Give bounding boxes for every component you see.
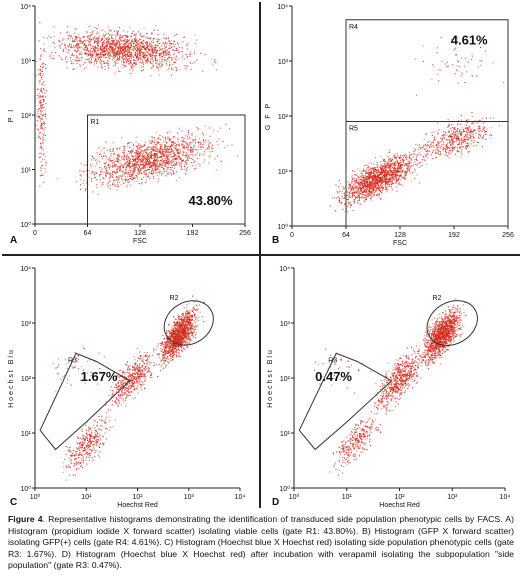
scatter-dots: [313, 298, 467, 476]
x-tick-label: 64: [84, 230, 92, 237]
y-axis-label: P I: [8, 108, 15, 122]
percentage-label: 1.67%: [81, 369, 118, 384]
x-axis-label: FSC: [393, 240, 407, 247]
x-tick-label: 192: [187, 230, 199, 237]
gate-r5: [345, 121, 509, 227]
panel-c: 10⁰ 10¹ 10² 10³ 10⁴ 10⁰ 10¹ 10² 10³ 10⁴ Hoechst Re…: [8, 266, 245, 509]
gate-r2: [426, 300, 478, 346]
percentage-label: 0.47%: [315, 369, 352, 384]
x-tick-label: 0: [290, 232, 294, 239]
horizontal-divider: [2, 254, 520, 256]
x-tick-label: 10³: [184, 494, 195, 501]
scatter-dots: [35, 22, 239, 195]
gate-r3: [298, 352, 393, 451]
x-tick-label: 64: [342, 232, 350, 239]
y-tick-label: 10⁰: [279, 485, 290, 493]
gate-r3-label: R3: [68, 357, 77, 364]
y-tick-label: 10³: [21, 59, 32, 66]
gate-r3-label: R3: [328, 357, 337, 364]
scatter-dots: [52, 295, 205, 481]
y-tick-label: 10⁴: [279, 266, 290, 273]
x-tick-label: 10⁴: [500, 494, 511, 501]
x-axis-label: Hoechst Red: [379, 502, 420, 509]
figure-caption: Figure 4. Representative histograms demo…: [8, 514, 514, 572]
y-tick-label: 10¹: [280, 431, 291, 438]
y-tick-label: 10¹: [278, 169, 289, 176]
gate-r4-label: R4: [349, 24, 358, 31]
y-axis-label: G F P: [265, 102, 272, 130]
y-tick-label: 10²: [280, 376, 291, 383]
gate-r2-label: R2: [432, 295, 441, 302]
x-tick-label: 256: [239, 230, 251, 237]
gate-r1-label: R1: [91, 119, 100, 126]
x-tick-label: 10¹: [342, 494, 353, 501]
x-axis-label: FSC: [133, 238, 147, 245]
x-tick-label: 10²: [132, 494, 143, 501]
x-tick-label: 128: [134, 230, 146, 237]
y-tick-label: 10¹: [21, 168, 32, 175]
panel-letter: B: [272, 235, 279, 246]
y-tick-label: 10⁴: [20, 266, 31, 273]
y-tick-label: 10⁰: [20, 485, 31, 493]
gate-r2: [163, 300, 214, 346]
y-tick-label: 10⁴: [20, 4, 31, 11]
percentage-label: 4.61%: [451, 33, 488, 48]
panel-b: 0 64 128 192 256 10⁰ 10¹ 10² 10³ 10⁴ FSC G F P B R4 R5…: [265, 4, 514, 247]
panel-letter: A: [10, 235, 17, 246]
y-axis-label: Hoechst Blu: [267, 348, 274, 408]
facs-figure: 0 64 128 192 256 10⁰ 10¹ 10² 10³ 10⁴ FSC P I A R1 43.8…: [2, 2, 520, 509]
y-tick-label: 10³: [280, 321, 291, 328]
facs-panels: 0 64 128 192 256 10⁰ 10¹ 10² 10³ 10⁴ FSC P I A R1 43.8…: [8, 4, 514, 509]
y-tick-label: 10¹: [21, 431, 32, 438]
x-tick-label: 10⁰: [289, 493, 300, 501]
panel-a: 0 64 128 192 256 10⁰ 10¹ 10² 10³ 10⁴ FSC P I A R1 43.8…: [8, 4, 251, 246]
y-tick-label: 10²: [21, 113, 32, 120]
caption-label: Figure 4: [8, 514, 43, 524]
y-tick-label: 10⁴: [277, 4, 288, 11]
x-tick-label: 0: [33, 230, 37, 237]
y-tick-label: 10³: [21, 321, 32, 328]
x-tick-label: 10⁰: [30, 493, 41, 501]
y-tick-label: 10⁰: [20, 221, 31, 229]
x-tick-label: 10²: [394, 494, 405, 501]
caption-text: . Representative histograms demonstratin…: [8, 514, 514, 571]
x-axis-label: Hoechst Red: [117, 502, 158, 509]
y-tick-label: 10²: [21, 376, 32, 383]
x-tick-label: 256: [502, 232, 514, 239]
gate-r5-label: R5: [349, 126, 358, 133]
x-tick-label: 10¹: [81, 494, 92, 501]
gate-r2-label: R2: [170, 295, 179, 302]
x-tick-label: 10³: [447, 494, 458, 501]
gate-r3: [39, 352, 131, 451]
percentage-label: 43.80%: [189, 193, 234, 208]
y-tick-label: 10²: [278, 114, 289, 121]
y-axis-label: Hoechst Blu: [8, 348, 15, 408]
panel-letter: C: [10, 497, 17, 508]
panel-letter: D: [272, 497, 279, 508]
panel-d: 10⁰ 10¹ 10² 10³ 10⁴ 10⁰ 10¹ 10² 10³ 10⁴ Hoechst Re…: [267, 266, 510, 509]
x-tick-label: 10⁴: [235, 494, 246, 501]
y-tick-label: 10⁰: [277, 223, 288, 231]
x-tick-label: 192: [448, 232, 460, 239]
y-tick-label: 10³: [278, 59, 289, 66]
x-tick-label: 128: [394, 232, 406, 239]
gate-r1: [87, 114, 246, 225]
